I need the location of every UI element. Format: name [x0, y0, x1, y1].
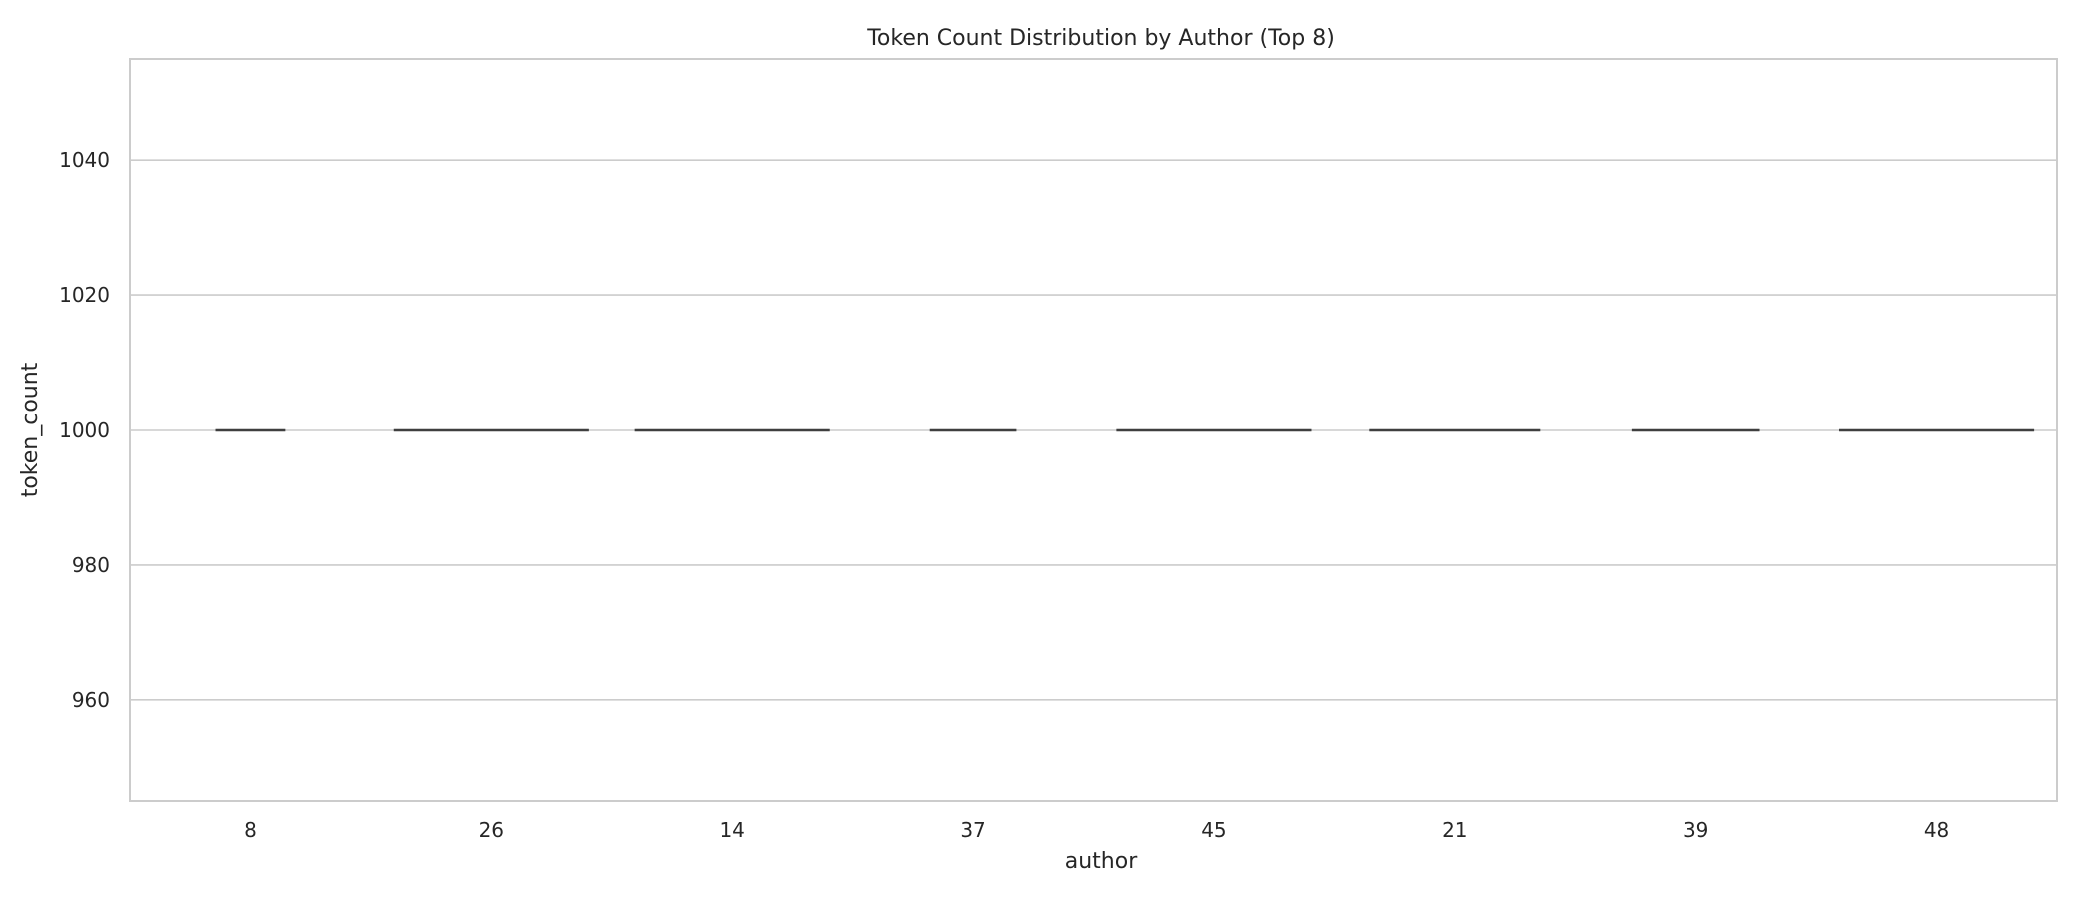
x-tick-label: 48 — [1924, 818, 1949, 842]
y-axis-label: token_count — [18, 362, 43, 497]
x-axis-label: author — [1065, 849, 1138, 874]
chart-title: Token Count Distribution by Author (Top … — [866, 26, 1335, 51]
y-tick-label: 980 — [72, 553, 110, 577]
x-axis-ticks: 8 26 14 37 45 21 39 48 — [244, 818, 1949, 842]
plot-frame — [129, 58, 2058, 802]
y-tick-label: 1000 — [59, 418, 110, 442]
y-axis-ticks: 960 980 1000 1020 1040 — [59, 148, 110, 712]
x-tick-label: 26 — [479, 818, 504, 842]
x-tick-label: 37 — [960, 818, 985, 842]
y-tick-label: 1020 — [59, 283, 110, 307]
x-tick-label: 45 — [1201, 818, 1226, 842]
x-tick-label: 8 — [244, 818, 257, 842]
x-tick-label: 14 — [719, 818, 744, 842]
y-tick-label: 1040 — [59, 148, 110, 172]
x-tick-label: 21 — [1442, 818, 1467, 842]
y-tick-label: 960 — [72, 688, 110, 712]
x-tick-label: 39 — [1683, 818, 1708, 842]
